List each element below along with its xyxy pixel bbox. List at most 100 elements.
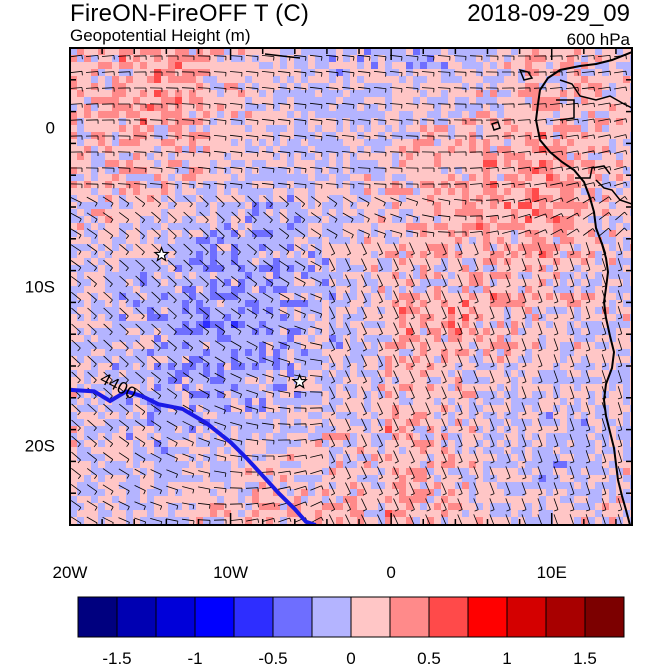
field-cell <box>420 62 428 70</box>
field-cell <box>511 209 519 217</box>
field-cell <box>518 321 526 329</box>
field-cell <box>462 202 470 210</box>
field-cell <box>595 293 603 301</box>
field-cell <box>133 349 141 357</box>
field-cell <box>511 363 519 371</box>
field-cell <box>91 62 99 70</box>
field-cell <box>371 202 379 210</box>
field-cell <box>154 377 162 385</box>
field-cell <box>294 440 302 448</box>
field-cell <box>224 370 232 378</box>
field-cell <box>511 174 519 182</box>
field-cell <box>98 216 106 224</box>
field-cell <box>224 349 232 357</box>
field-cell <box>189 132 197 140</box>
field-cell <box>112 391 120 399</box>
field-cell <box>168 363 176 371</box>
field-cell <box>553 258 561 266</box>
field-cell <box>364 391 372 399</box>
field-cell <box>245 321 253 329</box>
field-cell <box>210 146 218 154</box>
field-cell <box>322 48 330 56</box>
field-cell <box>301 307 309 315</box>
field-cell <box>567 356 575 364</box>
field-cell <box>280 391 288 399</box>
field-cell <box>224 279 232 287</box>
field-cell <box>427 447 435 455</box>
field-cell <box>364 62 372 70</box>
field-cell <box>161 272 169 280</box>
field-cell <box>112 461 120 469</box>
field-cell <box>581 69 589 77</box>
field-cell <box>532 391 540 399</box>
field-cell <box>175 90 183 98</box>
field-cell <box>483 377 491 385</box>
field-cell <box>280 55 288 63</box>
field-cell <box>595 97 603 105</box>
field-cell <box>434 293 442 301</box>
field-cell <box>140 384 148 392</box>
field-cell <box>133 412 141 420</box>
field-cell <box>483 69 491 77</box>
field-cell <box>462 272 470 280</box>
field-cell <box>266 405 274 413</box>
field-cell <box>357 335 365 343</box>
field-cell <box>385 132 393 140</box>
field-cell <box>420 55 428 63</box>
field-cell <box>581 48 589 56</box>
field-cell <box>245 349 253 357</box>
field-cell <box>406 328 414 336</box>
field-cell <box>504 412 512 420</box>
field-cell <box>273 314 281 322</box>
field-cell <box>497 83 505 91</box>
field-cell <box>91 125 99 133</box>
field-cell <box>91 328 99 336</box>
field-cell <box>231 377 239 385</box>
field-cell <box>343 307 351 315</box>
field-cell <box>189 55 197 63</box>
field-cell <box>259 216 267 224</box>
field-cell <box>518 377 526 385</box>
field-cell <box>427 363 435 371</box>
field-cell <box>595 181 603 189</box>
field-cell <box>434 356 442 364</box>
field-cell <box>189 314 197 322</box>
field-cell <box>427 188 435 196</box>
field-cell <box>140 356 148 364</box>
field-cell <box>434 244 442 252</box>
field-cell <box>112 335 120 343</box>
field-cell <box>182 377 190 385</box>
field-cell <box>133 279 141 287</box>
field-cell <box>441 391 449 399</box>
field-cell <box>385 447 393 455</box>
field-cell <box>189 321 197 329</box>
field-cell <box>175 209 183 217</box>
field-cell <box>469 468 477 476</box>
field-cell <box>406 461 414 469</box>
field-cell <box>378 454 386 462</box>
field-cell <box>434 335 442 343</box>
field-cell <box>308 419 316 427</box>
field-cell <box>329 384 337 392</box>
field-cell <box>378 349 386 357</box>
field-cell <box>266 83 274 91</box>
field-cell <box>504 230 512 238</box>
field-cell <box>182 300 190 308</box>
field-cell <box>560 195 568 203</box>
field-cell <box>280 454 288 462</box>
field-cell <box>567 342 575 350</box>
field-cell <box>77 76 85 84</box>
field-cell <box>210 468 218 476</box>
field-cell <box>322 391 330 399</box>
field-cell <box>518 132 526 140</box>
field-cell <box>588 433 596 441</box>
field-cell <box>266 195 274 203</box>
field-cell <box>469 230 477 238</box>
field-cell <box>560 146 568 154</box>
field-cell <box>588 209 596 217</box>
field-cell <box>105 195 113 203</box>
field-cell <box>504 391 512 399</box>
field-cell <box>441 363 449 371</box>
field-cell <box>553 440 561 448</box>
field-cell <box>413 307 421 315</box>
